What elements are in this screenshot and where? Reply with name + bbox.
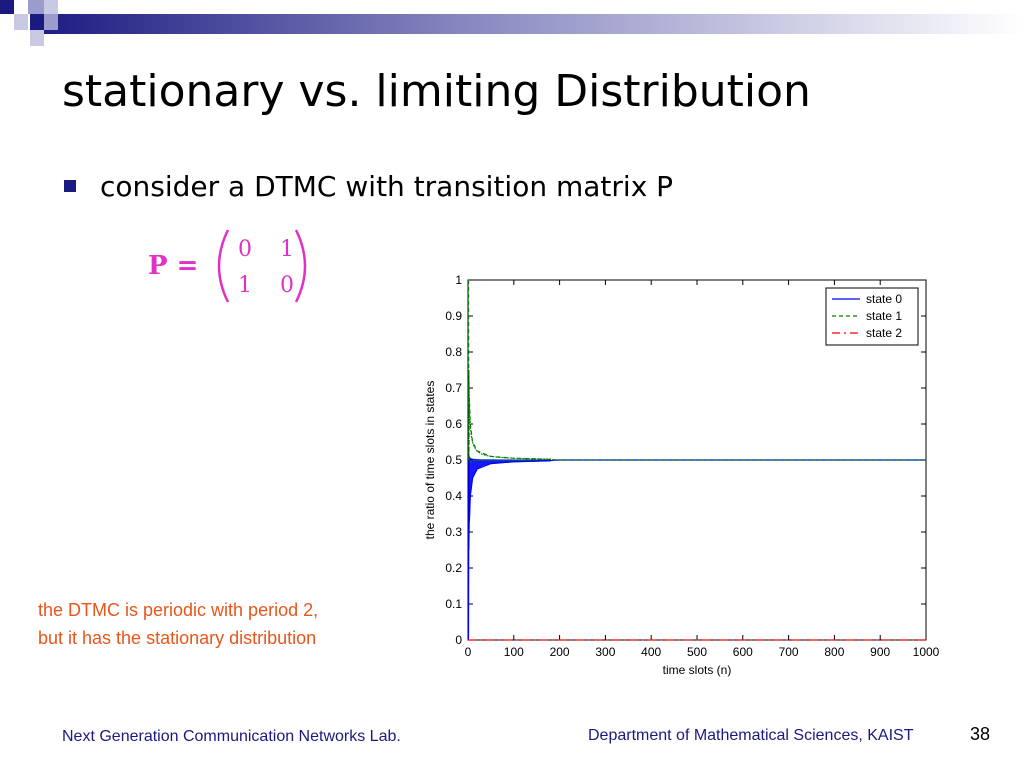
matrix-entry: 1 — [280, 237, 294, 262]
x-axis-label: time slots (n) — [663, 663, 732, 677]
matrix-entry: 0 — [280, 273, 294, 298]
y-tick-label: 0.7 — [445, 381, 462, 395]
square-bullet-icon — [64, 180, 76, 192]
x-tick-label: 100 — [504, 645, 524, 659]
legend-label: state 2 — [866, 326, 902, 340]
x-tick-label: 800 — [824, 645, 844, 659]
legend-label: state 1 — [866, 309, 902, 323]
series-line-state-1 — [467, 279, 926, 461]
matrix-entry: 0 — [238, 237, 252, 262]
matrix-lhs: P = — [148, 251, 198, 281]
footer-department: Department of Mathematical Sciences, KAI… — [588, 727, 914, 744]
y-tick-label: 0.8 — [445, 345, 462, 359]
y-tick-label: 0 — [455, 633, 462, 647]
periodicity-note: the DTMC is periodic with period 2, but … — [38, 596, 318, 652]
x-tick-label: 0 — [465, 645, 472, 659]
y-tick-label: 0.5 — [445, 453, 462, 467]
header-decoration — [0, 0, 1024, 46]
x-tick-label: 400 — [641, 645, 661, 659]
x-tick-label: 600 — [733, 645, 753, 659]
slide-title: stationary vs. limiting Distribution — [62, 66, 811, 117]
bullet-item: consider a DTMC with transition matrix P — [62, 168, 673, 204]
y-tick-label: 0.2 — [445, 561, 462, 575]
left-paren-icon — [217, 229, 230, 303]
matrix-entry: 1 — [238, 273, 252, 298]
legend-label: state 0 — [866, 292, 902, 306]
y-tick-label: 0.4 — [445, 489, 462, 503]
right-paren-icon — [294, 229, 307, 303]
x-tick-label: 500 — [687, 645, 707, 659]
series-line-state-0 — [467, 459, 926, 641]
y-tick-label: 1 — [455, 273, 462, 287]
x-tick-label: 300 — [595, 645, 615, 659]
bullet-text: consider a DTMC with transition matrix P — [100, 169, 674, 203]
page-number: 38 — [970, 724, 991, 744]
x-tick-label: 900 — [870, 645, 890, 659]
y-tick-label: 0.1 — [445, 597, 462, 611]
transition-matrix: P = 0 1 1 0 — [148, 229, 307, 303]
state-1-oscillation-band — [468, 369, 551, 465]
y-axis-label: the ratio of time slots in states — [423, 381, 437, 540]
x-tick-label: 200 — [550, 645, 570, 659]
footer-lab-name: Next Generation Communication Networks L… — [62, 728, 401, 745]
y-tick-label: 0.9 — [445, 309, 462, 323]
x-tick-label: 1000 — [913, 645, 940, 659]
y-tick-label: 0.3 — [445, 525, 462, 539]
note-line: the DTMC is periodic with period 2, — [38, 600, 319, 620]
y-tick-label: 0.6 — [445, 417, 462, 431]
ratio-chart: 0 100 200 300 400 500 600 700 800 900 1000 0 0.1 0.2 0… — [423, 273, 940, 677]
x-tick-label: 700 — [779, 645, 799, 659]
note-line: but it has the stationary distribution — [38, 628, 317, 648]
